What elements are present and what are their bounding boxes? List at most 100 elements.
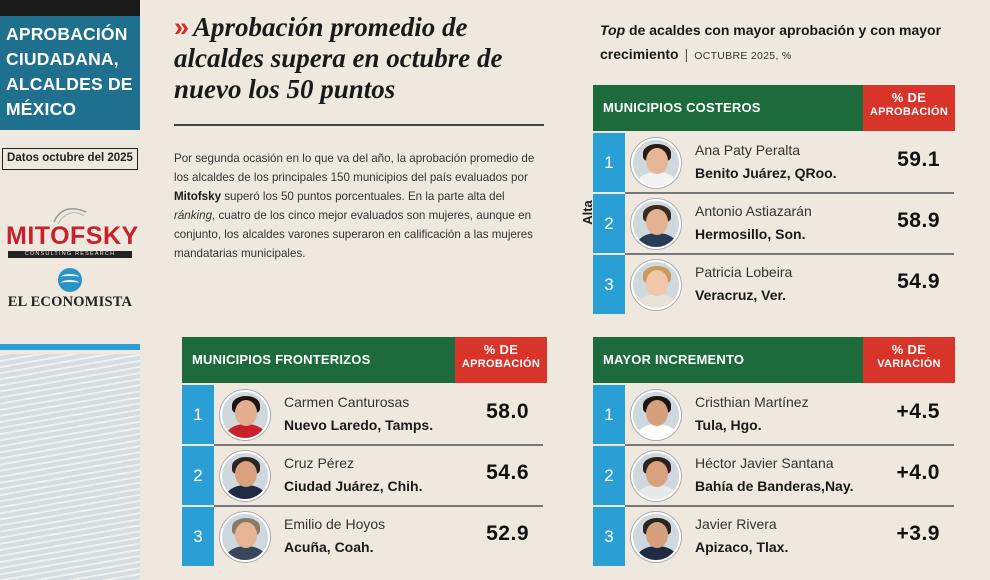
table-title: MUNICIPIOS FRONTERIZOS — [192, 352, 371, 367]
table-column-header: % DE APROBACIÓN — [455, 337, 547, 383]
municipality-name: Hermosillo, Son. — [695, 226, 806, 242]
ranking-header-line2: crecimiento — [600, 46, 679, 62]
column-header-line: % DE — [891, 342, 927, 357]
municipality-name: Ciudad Juárez, Chih. — [284, 478, 423, 494]
mayor-name: Antonio Astiazarán — [695, 203, 812, 219]
score-value: +4.0 — [896, 461, 940, 484]
sidebar-pattern — [0, 354, 140, 580]
rank-number: 1 — [182, 385, 214, 444]
sidebar-divider — [0, 344, 140, 350]
table-column-header: % DE VARIACIÓN — [863, 337, 955, 383]
mayor-name: Héctor Javier Santana — [695, 455, 834, 471]
score-value: +3.9 — [896, 522, 940, 545]
table-header: MUNICIPIOS COSTEROS — [593, 85, 863, 131]
table-row: 1 Cristhian Martínez Tula, Hgo. +4.5 — [593, 385, 958, 444]
table-row: 3 Emilio de Hoyos Acuña, Coah. 52.9 — [182, 507, 547, 566]
body-paragraph: Por segunda ocasión en lo que va del año… — [174, 149, 546, 263]
column-header-line: % DE — [483, 342, 519, 357]
row-divider — [625, 253, 954, 255]
row-divider — [625, 192, 954, 194]
rank-number: 2 — [182, 446, 214, 505]
economista-wordmark: EL ECONOMISTA — [7, 294, 133, 310]
avatar — [220, 390, 270, 440]
mayor-name: Carmen Canturosas — [284, 394, 410, 410]
mitofsky-subline: CONSULTING RESEARCH — [8, 251, 132, 258]
mayor-name: Patricia Lobeira — [695, 264, 793, 280]
row-divider — [625, 505, 954, 507]
avatar — [631, 390, 681, 440]
municipality-name: Veracruz, Ver. — [695, 287, 787, 303]
table-row: 2 Héctor Javier Santana Bahía de Banderas,… — [593, 446, 958, 505]
headline: » Aprobación promedio de alcaldes supera … — [174, 12, 546, 105]
globe-icon — [58, 268, 82, 292]
mayor-name: Emilio de Hoyos — [284, 516, 386, 532]
avatar — [631, 199, 681, 249]
section-title: APROBACIÓN CIUDADANA, ALCALDES DE MÉXICO — [0, 16, 140, 130]
table-row: 3 Patricia Lobeira Veracruz, Ver. 54.9 — [593, 255, 958, 314]
column-header-line: % DE — [891, 90, 927, 105]
body-text-part: superó los 50 puntos porcentuales. En la… — [221, 190, 505, 203]
sidebar-top-bar — [0, 0, 140, 16]
table-incremento: MAYOR INCREMENTO % DE VARIACIÓN 1 Cristhi… — [593, 337, 958, 566]
ranking-header-line1: de acaldes con mayor aprobación y con ma… — [625, 22, 942, 38]
score-value: +4.5 — [896, 400, 940, 423]
body-text-part: Por segunda ocasión en lo que va del año… — [174, 152, 535, 184]
section-title-line: ALCALDES DE — [6, 74, 133, 94]
sidebar: APROBACIÓN CIUDADANA, ALCALDES DE MÉXICO… — [0, 0, 140, 580]
column-header-line: APROBACIÓN — [869, 106, 949, 118]
municipality-name: Benito Juárez, QRoo. — [695, 165, 837, 181]
score-value: 59.1 — [897, 148, 940, 171]
section-title-line: MÉXICO — [6, 99, 77, 119]
headline-text: Aprobación promedio de alcaldes supera e… — [174, 12, 503, 104]
body-text-part: , cuatro de los cinco mejor evaluados so… — [174, 209, 533, 260]
mitofsky-wordmark: MITOFSKY — [6, 222, 139, 250]
body-bold: Mitofsky — [174, 190, 222, 203]
avatar — [631, 260, 681, 310]
column-header-line: APROBACIÓN — [461, 358, 541, 370]
avatar — [631, 138, 681, 188]
table-fronterizos: MUNICIPIOS FRONTERIZOS % DE APROBACIÓN 1… — [182, 337, 547, 566]
table-title: MUNICIPIOS COSTEROS — [603, 100, 761, 115]
chevron-right-icon: » — [174, 12, 189, 42]
table-costeros: MUNICIPIOS COSTEROS % DE APROBACIÓN 1 Ana… — [593, 85, 958, 314]
avatar — [631, 451, 681, 501]
mayor-name: Ana Paty Peralta — [695, 142, 801, 158]
mitofsky-logo: MITOFSKY CONSULTING RESEARCH — [6, 208, 139, 258]
table-row: 1 Ana Paty Peralta Benito Juárez, QRoo. 59.… — [593, 133, 958, 192]
rank-number: 3 — [182, 507, 214, 566]
table-header: MAYOR INCREMENTO — [593, 337, 863, 383]
body-italic: ránking — [174, 209, 213, 222]
section-title-line: APROBACIÓN — [6, 24, 128, 44]
table-header: MUNICIPIOS FRONTERIZOS — [182, 337, 455, 383]
headline-rule — [174, 124, 544, 126]
row-divider — [214, 444, 543, 446]
score-value: 54.6 — [486, 461, 529, 484]
avatar — [220, 512, 270, 562]
section-title-line: CIUDADANA, — [6, 49, 119, 69]
ranking-header-date: OCTUBRE 2025, % — [694, 50, 792, 62]
municipality-name: Apizaco, Tlax. — [695, 539, 789, 555]
ranking-header-separator: | — [684, 46, 689, 62]
ranking-header-top: Top — [600, 22, 626, 38]
municipality-name: Bahía de Banderas,Nay. — [695, 478, 854, 494]
rank-number: 2 — [593, 194, 625, 253]
table-row: 3 Javier Rivera Apizaco, Tlax. +3.9 — [593, 507, 958, 566]
table-column-header: % DE APROBACIÓN — [863, 85, 955, 131]
table-title: MAYOR INCREMENTO — [603, 352, 745, 367]
mayor-name: Cristhian Martínez — [695, 394, 809, 410]
rank-number: 2 — [593, 446, 625, 505]
score-value: 58.9 — [897, 209, 940, 232]
score-value: 52.9 — [486, 522, 529, 545]
table-row: 2 Antonio Astiazarán Hermosillo, Son. 58.9 — [593, 194, 958, 253]
rank-number: 3 — [593, 507, 625, 566]
mayor-name: Javier Rivera — [695, 516, 777, 532]
avatar — [220, 451, 270, 501]
ranking-header: Top de acaldes con mayor aprobación y co… — [600, 18, 985, 68]
row-divider — [214, 505, 543, 507]
mitofsky-mark-icon — [53, 208, 87, 225]
table-row: 1 Carmen Canturosas Nuevo Laredo, Tamps. 58… — [182, 385, 547, 444]
mayor-name: Cruz Pérez — [284, 455, 355, 471]
avatar — [631, 512, 681, 562]
rank-number: 1 — [593, 385, 625, 444]
rank-number: 1 — [593, 133, 625, 192]
